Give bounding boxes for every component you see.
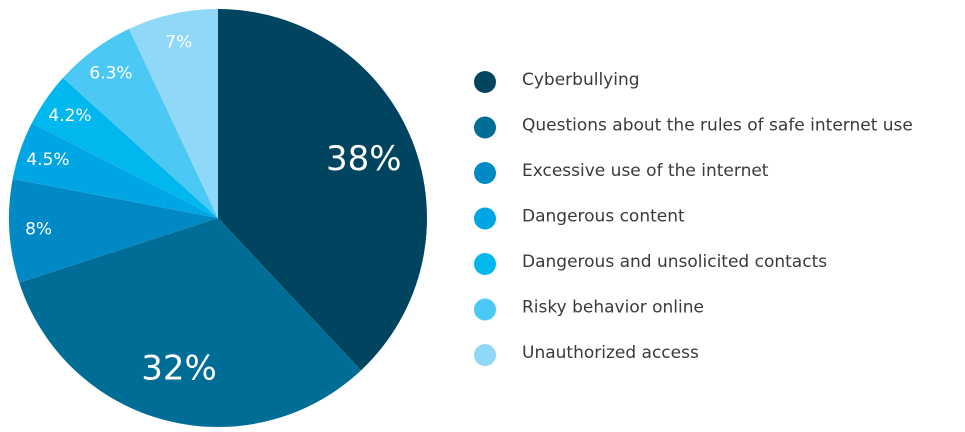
legend-text: Risky behavior online xyxy=(522,298,704,318)
pie-slice xyxy=(129,8,218,218)
legend-text: Questions about the rules of safe intern… xyxy=(522,116,913,136)
legend-dot xyxy=(474,298,496,321)
legend-text: Unauthorized access xyxy=(522,343,699,363)
pie-slice xyxy=(62,28,219,219)
slice-label: 4.5% xyxy=(26,150,69,170)
pie-slice xyxy=(218,9,427,371)
legend-dot xyxy=(474,207,496,230)
pie-slice xyxy=(19,218,362,427)
legend-dot xyxy=(474,71,496,93)
legend-text: Cyberbullying xyxy=(522,70,640,90)
slice-label: 8% xyxy=(25,219,52,239)
pie-slice xyxy=(12,123,218,218)
pie-slice xyxy=(8,178,219,283)
legend-dot xyxy=(474,344,496,366)
slice-label: 32% xyxy=(141,348,217,388)
slice-label: 38% xyxy=(326,139,402,179)
legend-dot xyxy=(474,162,496,184)
slice-label: 7% xyxy=(165,33,192,53)
slice-label: 6.3% xyxy=(89,64,132,84)
legend-text: Dangerous and unsolicited contacts xyxy=(522,252,827,272)
legend-dot xyxy=(474,116,496,139)
slice-label: 4.2% xyxy=(48,106,91,126)
legend-text: Dangerous content xyxy=(522,207,685,227)
legend-text: Excessive use of the internet xyxy=(522,161,769,181)
legend-dot xyxy=(474,253,496,275)
pie-slice xyxy=(31,77,219,218)
